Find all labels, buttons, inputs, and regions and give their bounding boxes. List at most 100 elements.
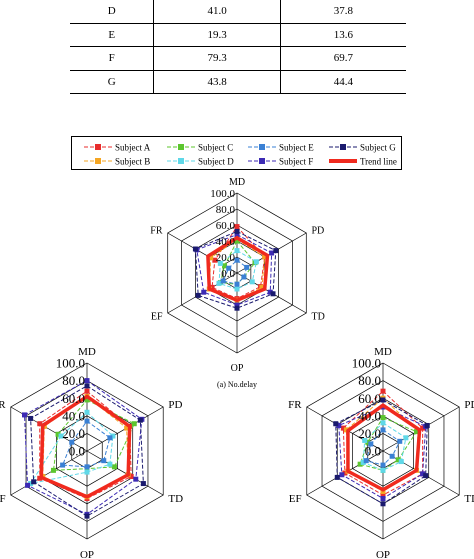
axis-label: OP bbox=[80, 549, 94, 559]
table-row: G 43.8 44.4 bbox=[70, 70, 406, 94]
axis-label: PD bbox=[464, 399, 474, 411]
data-point bbox=[84, 383, 90, 389]
data-point bbox=[234, 305, 240, 311]
data-point bbox=[84, 469, 90, 475]
data-point bbox=[220, 278, 226, 284]
tick-label: 80.0 bbox=[62, 373, 85, 388]
table-cell-subject: D bbox=[70, 0, 154, 24]
axis-label: TD bbox=[464, 493, 474, 505]
axis-label: OP bbox=[231, 363, 244, 374]
legend-label: Subject F bbox=[279, 157, 313, 167]
legend-item: Subject E bbox=[248, 143, 314, 153]
legend-marker bbox=[95, 158, 101, 164]
data-point bbox=[262, 254, 268, 260]
legend-label: Subject G bbox=[360, 143, 396, 153]
radar-chart-1: 0.0 20.0 40.0 60.0 80.0 100.0MD PD TD OP EF FR bbox=[0, 346, 183, 559]
legend-label: Subject A bbox=[115, 143, 151, 153]
tick-label: 100.0 bbox=[352, 356, 381, 371]
axis-label: TD bbox=[168, 493, 183, 505]
tick-label: 0.0 bbox=[221, 268, 235, 280]
results-table-body: D 41.0 37.8 E 19.3 13.6 F 79.3 69.7 G 43.8 44.4 bbox=[70, 0, 406, 94]
axis-label: MD bbox=[229, 177, 245, 188]
legend-label: Subject D bbox=[198, 157, 234, 167]
data-point bbox=[342, 470, 348, 476]
tick-label: 20.0 bbox=[358, 426, 381, 441]
data-point bbox=[380, 388, 386, 394]
axis-label: FR bbox=[288, 399, 302, 411]
chart-caption: (a) No.delay bbox=[217, 380, 257, 389]
data-point bbox=[234, 286, 240, 292]
data-point bbox=[380, 501, 386, 507]
data-point bbox=[333, 421, 339, 427]
legend-item: Subject A bbox=[84, 143, 151, 153]
data-point bbox=[380, 397, 386, 403]
data-point bbox=[55, 431, 61, 437]
data-point bbox=[140, 481, 146, 487]
data-point bbox=[395, 457, 401, 463]
table-cell-v1: 79.3 bbox=[153, 46, 281, 71]
data-point bbox=[212, 257, 218, 263]
data-point bbox=[249, 279, 255, 285]
data-point bbox=[273, 248, 279, 254]
data-point bbox=[84, 378, 90, 384]
results-table: D 41.0 37.8 E 19.3 13.6 F 79.3 69.7 G 43.8 44.4 bbox=[70, 0, 406, 94]
tick-label: 80.0 bbox=[216, 204, 236, 216]
table-cell-subject: E bbox=[70, 23, 154, 47]
data-point bbox=[234, 302, 240, 308]
data-point bbox=[253, 259, 259, 265]
legend-marker bbox=[259, 158, 265, 164]
data-point bbox=[380, 415, 386, 421]
legend-item: Subject F bbox=[248, 157, 313, 167]
tick-label: 0.0 bbox=[365, 444, 381, 459]
data-point bbox=[222, 263, 228, 269]
series-line bbox=[346, 403, 422, 492]
axis-label: EF bbox=[0, 493, 6, 505]
table-cell-v2: 37.8 bbox=[280, 0, 406, 24]
chart-legend: Subject A Subject C Subject E Subject G Subj… bbox=[71, 136, 402, 170]
data-point bbox=[209, 284, 215, 290]
data-point bbox=[101, 458, 107, 464]
legend-marker bbox=[259, 144, 265, 150]
data-point bbox=[31, 479, 37, 485]
legend-marker bbox=[178, 144, 184, 150]
data-point bbox=[234, 281, 240, 287]
tick-label: 100.0 bbox=[56, 356, 85, 371]
data-point bbox=[398, 459, 404, 465]
data-point bbox=[133, 476, 139, 482]
legend-item: Trend line bbox=[329, 157, 397, 167]
data-point bbox=[137, 417, 143, 423]
table-row: E 19.3 13.6 bbox=[70, 23, 406, 47]
legend-item: Subject C bbox=[167, 143, 233, 153]
axis-label: EF bbox=[151, 312, 163, 323]
data-point bbox=[84, 418, 90, 424]
table-cell-v1: 43.8 bbox=[153, 70, 281, 94]
data-point bbox=[201, 289, 207, 295]
axis-label: OP bbox=[376, 549, 390, 559]
data-point bbox=[357, 461, 363, 467]
tick-label: 60.0 bbox=[62, 391, 85, 406]
data-point bbox=[234, 257, 240, 263]
data-point bbox=[380, 467, 386, 473]
results-table-container: D 41.0 37.8 E 19.3 13.6 F 79.3 69.7 G 43.8 44.4 bbox=[70, 0, 406, 94]
data-point bbox=[339, 472, 345, 478]
legend-label: Subject B bbox=[115, 157, 150, 167]
table-cell-subject: G bbox=[70, 70, 154, 94]
data-point bbox=[25, 482, 31, 488]
data-point bbox=[389, 453, 395, 459]
data-point bbox=[22, 412, 28, 418]
data-point bbox=[340, 425, 346, 431]
data-point bbox=[380, 462, 386, 468]
axis-label: PD bbox=[311, 226, 324, 237]
data-point bbox=[363, 458, 369, 464]
data-point bbox=[334, 474, 340, 480]
data-point bbox=[362, 437, 368, 443]
data-point bbox=[360, 459, 366, 465]
table-row: F 79.3 69.7 bbox=[70, 46, 406, 71]
data-point bbox=[84, 464, 90, 470]
tick-label: 60.0 bbox=[358, 391, 381, 406]
legend-marker bbox=[95, 144, 101, 150]
data-point bbox=[84, 388, 90, 394]
data-point bbox=[234, 224, 240, 230]
data-point bbox=[397, 438, 403, 444]
tick-label: 40.0 bbox=[62, 408, 85, 423]
